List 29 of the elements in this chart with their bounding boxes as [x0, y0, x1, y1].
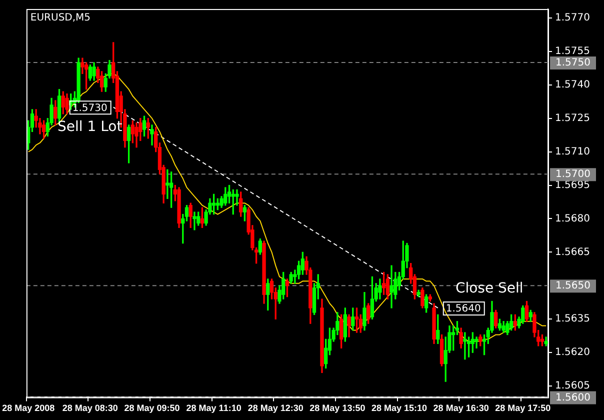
- y-tick-label: 1.5740: [555, 79, 590, 90]
- y-tick-label: 1.5755: [555, 46, 590, 57]
- y-tick-label: 1.5695: [555, 180, 590, 191]
- y-tick-label: 1.5710: [555, 146, 590, 158]
- annotation: Sell 1 Lot: [58, 118, 123, 135]
- chart-title: EURUSD,M5: [30, 12, 91, 24]
- x-tick-label: 28 May 15:10: [371, 403, 428, 414]
- ref-line-label: 1.5650: [556, 280, 590, 292]
- x-tick-label: 28 May 09:50: [124, 403, 180, 414]
- ref-line-label: 1.5700: [556, 169, 590, 180]
- y-tick-label: 1.5635: [555, 314, 590, 325]
- x-tick-label: 28 May 17:50: [495, 403, 551, 414]
- y-tick-label: 1.5725: [555, 112, 590, 124]
- data-label: 1.5730: [72, 102, 108, 114]
- annotation: Close Sell: [455, 280, 524, 297]
- x-tick-label: 28 May 16:30: [433, 403, 489, 414]
- x-tick-label: 28 May 08:30: [62, 403, 118, 414]
- y-tick-label: 1.5665: [555, 246, 590, 258]
- x-tick-label: 28 May 11:10: [186, 403, 242, 414]
- ref-line-label: 1.5600: [556, 392, 590, 404]
- ref-line-label: 1.5750: [556, 58, 590, 69]
- y-tick-label: 1.5770: [555, 12, 590, 24]
- x-tick-label: 28 May 13:50: [310, 403, 366, 414]
- y-tick-label: 1.5680: [555, 213, 590, 224]
- y-tick-label: 1.5605: [555, 380, 590, 392]
- y-tick-label: 1.5620: [555, 347, 590, 358]
- x-tick-label: 28 May 2008: [2, 403, 55, 414]
- x-tick-label: 28 May 12:30: [248, 403, 304, 414]
- data-label: 1.5640: [446, 304, 481, 315]
